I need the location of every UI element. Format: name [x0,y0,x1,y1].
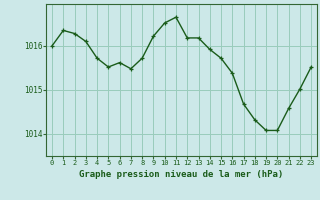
X-axis label: Graphe pression niveau de la mer (hPa): Graphe pression niveau de la mer (hPa) [79,170,284,179]
